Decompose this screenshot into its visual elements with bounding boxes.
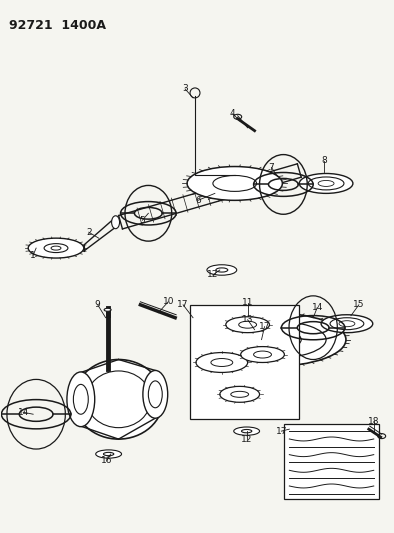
Text: 15: 15 bbox=[353, 300, 364, 309]
Text: 16: 16 bbox=[101, 456, 112, 465]
Ellipse shape bbox=[74, 360, 163, 439]
Ellipse shape bbox=[234, 427, 260, 435]
Ellipse shape bbox=[217, 321, 326, 359]
Text: 17: 17 bbox=[259, 322, 270, 331]
Ellipse shape bbox=[44, 244, 68, 253]
Text: 1: 1 bbox=[30, 251, 36, 260]
Text: 4: 4 bbox=[230, 109, 236, 118]
Text: 17: 17 bbox=[276, 426, 287, 435]
Ellipse shape bbox=[330, 318, 364, 330]
Bar bbox=[190, 305, 299, 419]
Ellipse shape bbox=[321, 315, 373, 333]
Text: 9: 9 bbox=[95, 300, 100, 309]
Text: 14: 14 bbox=[312, 303, 323, 312]
Ellipse shape bbox=[96, 450, 121, 458]
Text: 7: 7 bbox=[269, 163, 274, 172]
Text: 5: 5 bbox=[139, 216, 145, 225]
Ellipse shape bbox=[318, 181, 334, 187]
Ellipse shape bbox=[241, 346, 284, 362]
Bar bbox=[284, 424, 379, 499]
Ellipse shape bbox=[339, 321, 355, 327]
Ellipse shape bbox=[226, 317, 269, 333]
Text: 2: 2 bbox=[86, 228, 91, 237]
Text: 17: 17 bbox=[177, 300, 189, 309]
Ellipse shape bbox=[216, 268, 228, 272]
Ellipse shape bbox=[299, 173, 353, 193]
Ellipse shape bbox=[220, 386, 260, 402]
Text: 14: 14 bbox=[18, 408, 29, 417]
Text: 11: 11 bbox=[242, 298, 253, 308]
Text: 12: 12 bbox=[207, 270, 219, 279]
Text: 13: 13 bbox=[242, 315, 253, 324]
Text: 3: 3 bbox=[182, 84, 188, 93]
Ellipse shape bbox=[104, 308, 111, 311]
Ellipse shape bbox=[187, 166, 282, 200]
Text: 12: 12 bbox=[241, 434, 252, 443]
Ellipse shape bbox=[242, 329, 301, 351]
Ellipse shape bbox=[242, 430, 252, 433]
Text: 10: 10 bbox=[162, 297, 174, 306]
Text: 18: 18 bbox=[368, 417, 379, 426]
Ellipse shape bbox=[73, 384, 88, 414]
Ellipse shape bbox=[149, 381, 162, 408]
Ellipse shape bbox=[207, 265, 237, 275]
Ellipse shape bbox=[67, 372, 95, 426]
Ellipse shape bbox=[231, 391, 249, 397]
Ellipse shape bbox=[112, 216, 119, 229]
Ellipse shape bbox=[239, 321, 256, 328]
Ellipse shape bbox=[51, 246, 61, 250]
Ellipse shape bbox=[308, 177, 344, 190]
Ellipse shape bbox=[196, 352, 248, 373]
Ellipse shape bbox=[213, 175, 256, 191]
Ellipse shape bbox=[254, 351, 271, 358]
Ellipse shape bbox=[28, 238, 84, 258]
Text: 6: 6 bbox=[195, 196, 201, 205]
Text: 92721  1400A: 92721 1400A bbox=[9, 19, 106, 33]
Ellipse shape bbox=[197, 313, 346, 367]
Ellipse shape bbox=[143, 370, 168, 418]
Ellipse shape bbox=[211, 359, 233, 367]
Ellipse shape bbox=[104, 453, 114, 456]
Text: 8: 8 bbox=[321, 156, 327, 165]
